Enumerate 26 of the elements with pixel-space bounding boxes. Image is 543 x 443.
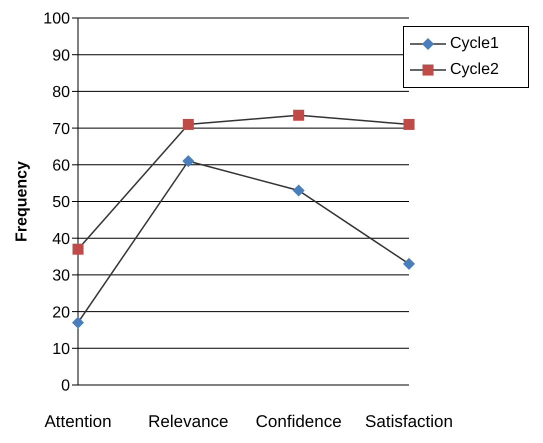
legend-label: Cycle1 (450, 35, 499, 53)
x-tick-label: Attention (44, 412, 112, 432)
x-tick-label: Relevance (148, 412, 228, 432)
point (292, 184, 305, 196)
point (72, 244, 84, 255)
point (404, 118, 414, 130)
y-tick-label: 30 (52, 268, 70, 285)
x-tick-label: Satisfaction (365, 412, 453, 432)
y-tick-label: 10 (52, 340, 70, 358)
y-tick-label: 70 (52, 120, 70, 138)
y-axis-title: Frequency (14, 160, 31, 242)
y-tick-label: 20 (52, 304, 70, 322)
point (72, 316, 84, 329)
point (293, 110, 304, 121)
x-tick-label: Confidence (256, 412, 342, 432)
y-tick-label: 100 (43, 10, 70, 28)
y-tick-label: 90 (52, 47, 70, 64)
point (403, 258, 415, 270)
y-tick-label: 0 (61, 378, 70, 395)
point (182, 155, 194, 168)
y-tick-label: 60 (52, 157, 70, 174)
point (182, 118, 194, 130)
y-tick-label: 50 (52, 194, 70, 212)
legend-label: Cycle2 (450, 61, 499, 79)
y-tick-label: 40 (52, 230, 70, 248)
y-tick-label: 80 (52, 84, 70, 102)
